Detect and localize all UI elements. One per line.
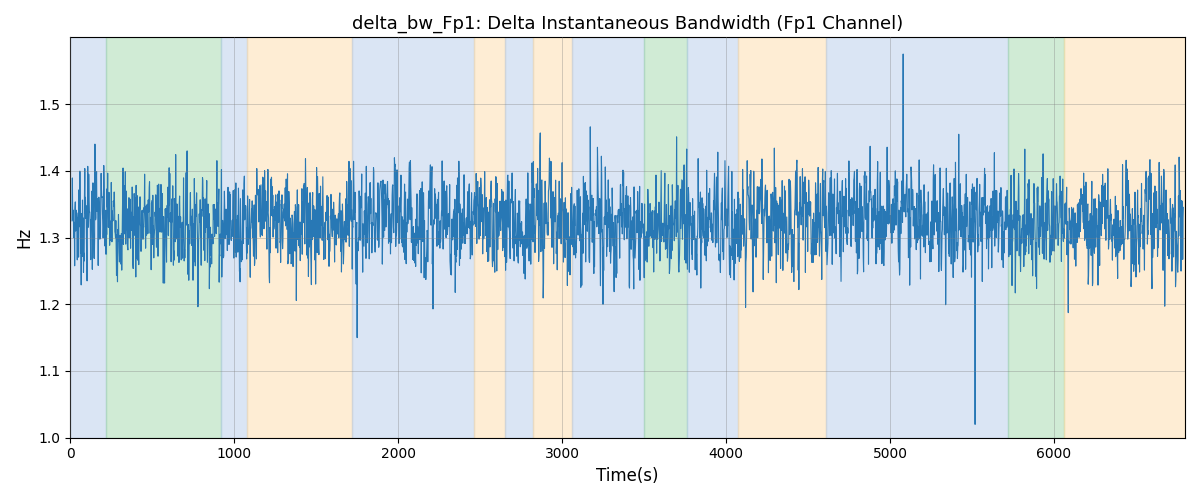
Bar xyxy=(247,38,353,438)
Bar xyxy=(474,38,505,438)
Bar xyxy=(107,38,221,438)
Title: delta_bw_Fp1: Delta Instantaneous Bandwidth (Fp1 Channel): delta_bw_Fp1: Delta Instantaneous Bandwi… xyxy=(352,15,904,34)
Bar xyxy=(505,38,533,438)
Bar xyxy=(71,38,107,438)
Y-axis label: Hz: Hz xyxy=(14,227,32,248)
Bar xyxy=(644,38,686,438)
Bar xyxy=(572,38,644,438)
Bar xyxy=(353,38,474,438)
Bar xyxy=(221,38,247,438)
X-axis label: Time(s): Time(s) xyxy=(596,467,659,485)
Bar xyxy=(686,38,738,438)
Bar xyxy=(738,38,826,438)
Bar xyxy=(533,38,572,438)
Bar xyxy=(1008,38,1063,438)
Bar xyxy=(826,38,1008,438)
Bar xyxy=(1063,38,1186,438)
